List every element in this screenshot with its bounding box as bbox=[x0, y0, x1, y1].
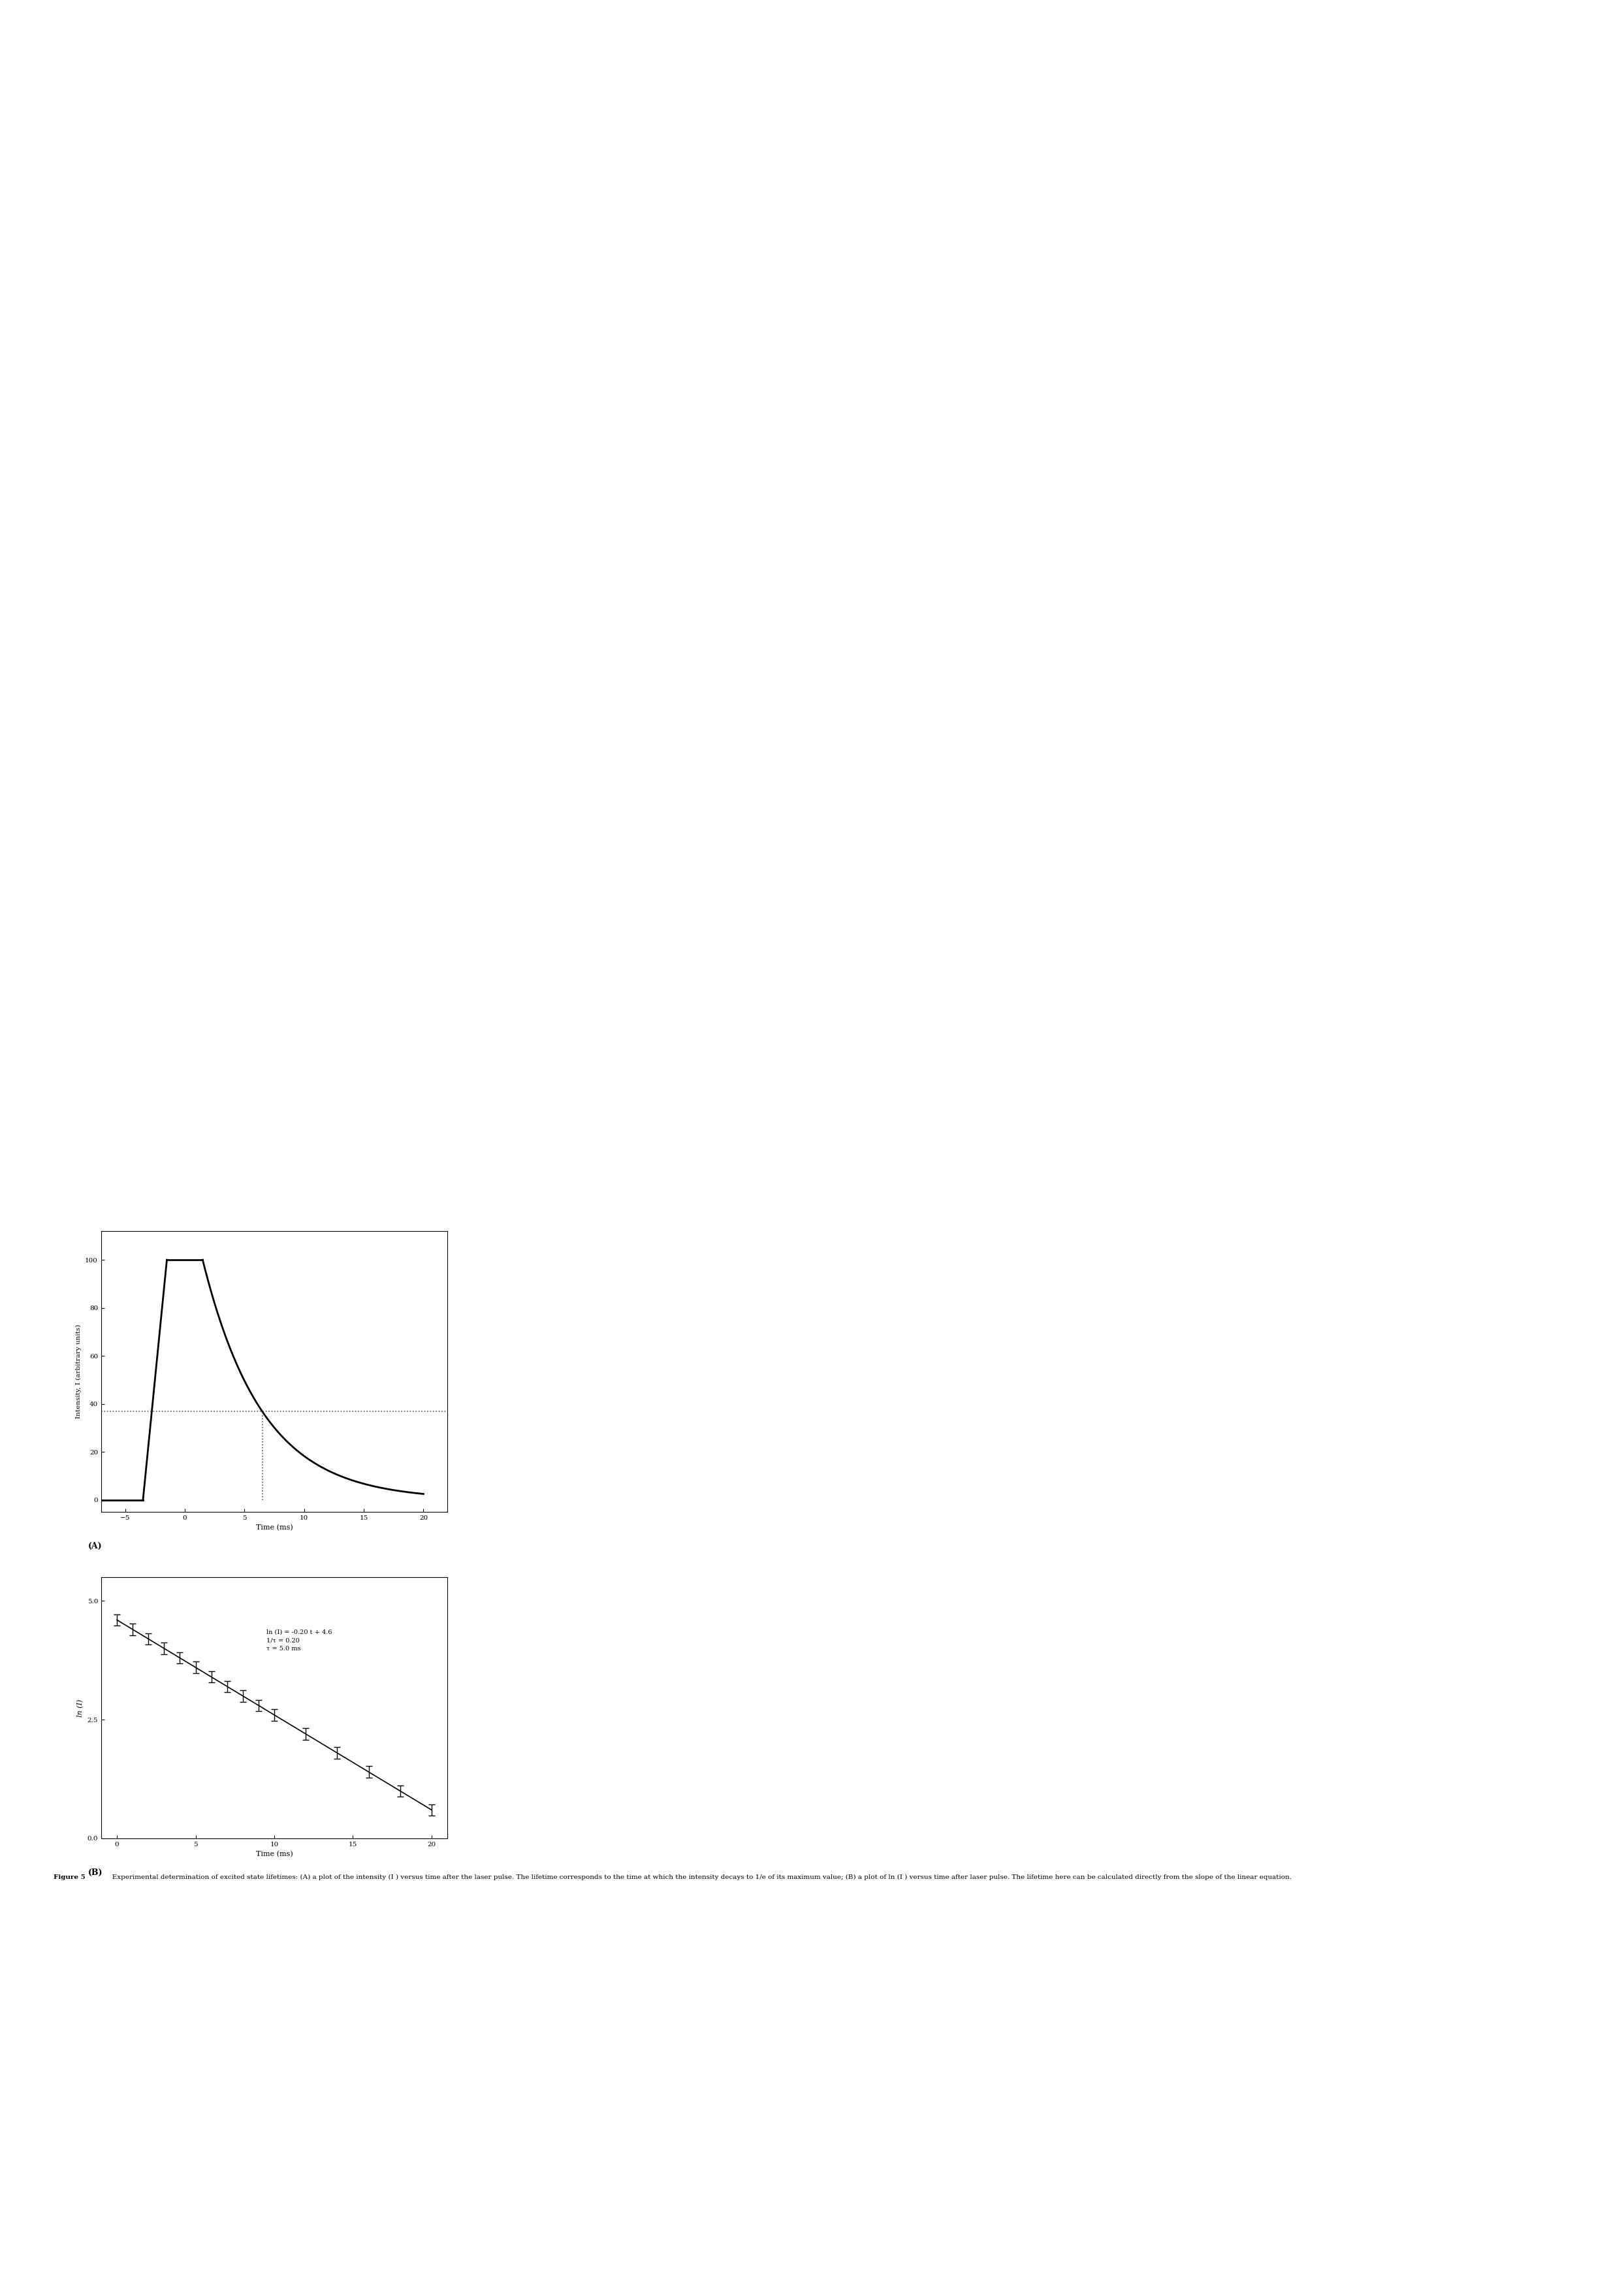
X-axis label: Time (ms): Time (ms) bbox=[255, 1524, 292, 1530]
Text: (B): (B) bbox=[88, 1869, 102, 1876]
Y-axis label: ln (I): ln (I) bbox=[76, 1700, 84, 1716]
Y-axis label: Intensity, I (arbitrary units): Intensity, I (arbitrary units) bbox=[75, 1324, 81, 1418]
Text: Experimental determination of excited state lifetimes: (A) a plot of the intensi: Experimental determination of excited st… bbox=[106, 1874, 1291, 1881]
Text: ln (I) = -0.20 t + 4.6
1/τ = 0.20
τ = 5.0 ms: ln (I) = -0.20 t + 4.6 1/τ = 0.20 τ = 5.… bbox=[266, 1629, 331, 1652]
Text: (A): (A) bbox=[88, 1542, 102, 1551]
Text: Figure 5: Figure 5 bbox=[54, 1874, 86, 1881]
X-axis label: Time (ms): Time (ms) bbox=[255, 1851, 292, 1858]
